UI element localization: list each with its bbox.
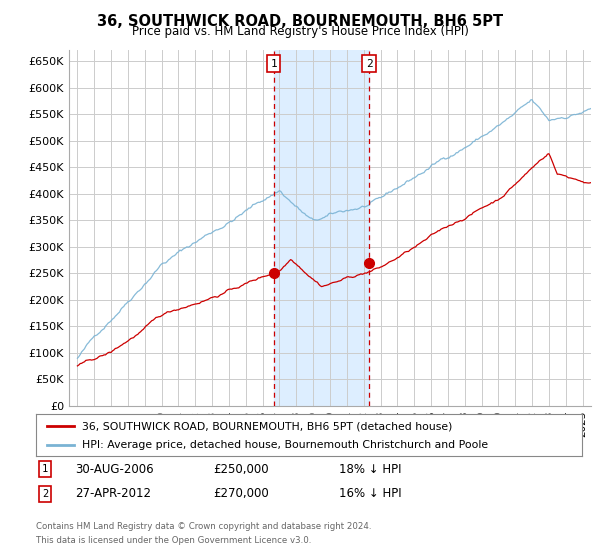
Text: £250,000: £250,000 xyxy=(213,463,269,476)
Text: 1: 1 xyxy=(42,464,48,474)
Text: 30-AUG-2006: 30-AUG-2006 xyxy=(75,463,154,476)
Text: Price paid vs. HM Land Registry's House Price Index (HPI): Price paid vs. HM Land Registry's House … xyxy=(131,25,469,38)
Text: 16% ↓ HPI: 16% ↓ HPI xyxy=(339,487,401,501)
Text: 27-APR-2012: 27-APR-2012 xyxy=(75,487,151,501)
Text: 36, SOUTHWICK ROAD, BOURNEMOUTH, BH6 5PT (detached house): 36, SOUTHWICK ROAD, BOURNEMOUTH, BH6 5PT… xyxy=(82,421,453,431)
Text: 36, SOUTHWICK ROAD, BOURNEMOUTH, BH6 5PT: 36, SOUTHWICK ROAD, BOURNEMOUTH, BH6 5PT xyxy=(97,14,503,29)
Text: £270,000: £270,000 xyxy=(213,487,269,501)
Text: 2: 2 xyxy=(42,489,48,499)
Text: Contains HM Land Registry data © Crown copyright and database right 2024.: Contains HM Land Registry data © Crown c… xyxy=(36,522,371,531)
Text: HPI: Average price, detached house, Bournemouth Christchurch and Poole: HPI: Average price, detached house, Bour… xyxy=(82,440,488,450)
Text: This data is licensed under the Open Government Licence v3.0.: This data is licensed under the Open Gov… xyxy=(36,536,311,545)
Text: 1: 1 xyxy=(271,59,277,69)
Text: 2: 2 xyxy=(365,59,373,69)
Text: 18% ↓ HPI: 18% ↓ HPI xyxy=(339,463,401,476)
Bar xyxy=(274,50,369,406)
